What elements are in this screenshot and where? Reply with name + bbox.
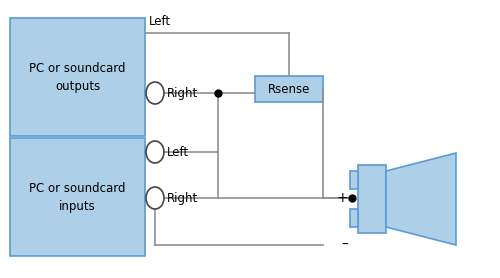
- FancyBboxPatch shape: [358, 165, 386, 233]
- FancyBboxPatch shape: [350, 171, 358, 189]
- FancyBboxPatch shape: [255, 76, 323, 102]
- Text: –: –: [341, 238, 348, 252]
- Text: inputs: inputs: [59, 200, 96, 212]
- Text: Right: Right: [167, 192, 198, 205]
- FancyBboxPatch shape: [10, 138, 145, 256]
- Ellipse shape: [146, 82, 164, 104]
- Ellipse shape: [146, 187, 164, 209]
- Text: Right: Right: [167, 86, 198, 100]
- Text: Rsense: Rsense: [268, 83, 310, 96]
- FancyBboxPatch shape: [350, 209, 358, 227]
- Text: +: +: [336, 191, 348, 205]
- Text: PC or soundcard: PC or soundcard: [30, 61, 126, 75]
- Text: Left: Left: [149, 15, 171, 28]
- Text: PC or soundcard: PC or soundcard: [30, 182, 126, 195]
- Text: Left: Left: [167, 145, 189, 158]
- Text: outputs: outputs: [55, 80, 100, 93]
- Polygon shape: [386, 153, 456, 245]
- Ellipse shape: [146, 141, 164, 163]
- FancyBboxPatch shape: [10, 18, 145, 136]
